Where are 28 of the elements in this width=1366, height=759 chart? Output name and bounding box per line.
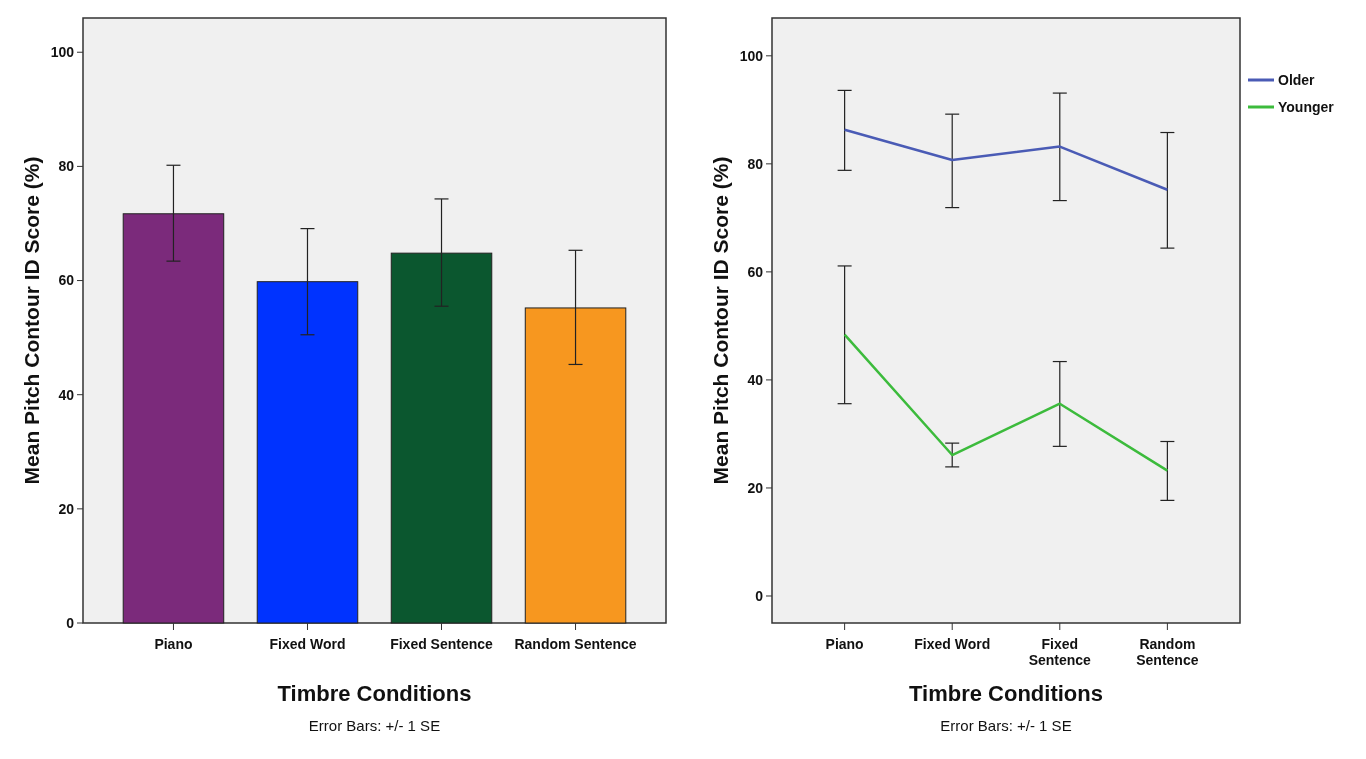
y-tick-label: 60 (58, 272, 75, 289)
x-tick-label: Fixed Sentence (1028, 636, 1092, 668)
y-tick-label: 80 (58, 158, 75, 175)
y-tick-label: 100 (739, 47, 764, 64)
y-tick-label: 20 (58, 500, 75, 517)
x-tick-label: Fixed Word (269, 636, 346, 652)
y-tick-label: 100 (50, 44, 75, 61)
y-axis-title: Mean Pitch Contour ID Score (%) (709, 156, 732, 485)
y-tick-label: 40 (58, 386, 75, 403)
x-tick-label: Random Sentence (514, 636, 637, 652)
x-tick-label: Fixed Word (914, 636, 991, 652)
text: Error Bars: +/- 1 SE (940, 717, 1072, 734)
x-tick-label: Random Sentence (1136, 636, 1199, 668)
y-tick-label: 20 (747, 479, 764, 496)
x-axis-title: Timbre Conditions (909, 681, 1103, 706)
y-tick-label: 60 (747, 263, 764, 280)
y-tick-label: 80 (747, 155, 764, 172)
legend-label: Younger (1278, 98, 1335, 115)
text: Error Bars: +/- 1 SE (308, 717, 441, 734)
y-tick-label: 0 (66, 614, 75, 631)
y-tick-label: 40 (747, 371, 764, 388)
y-tick-label: 0 (755, 587, 764, 604)
x-tick-label: Piano (825, 636, 864, 652)
x-axis-title: Timbre Conditions (277, 681, 472, 706)
x-tick-label: Fixed Sentence (390, 636, 494, 652)
y-axis-title: Mean Pitch Contour ID Score (%) (20, 156, 43, 485)
legend-label: Older (1278, 71, 1316, 88)
x-tick-label: Piano (154, 636, 193, 652)
